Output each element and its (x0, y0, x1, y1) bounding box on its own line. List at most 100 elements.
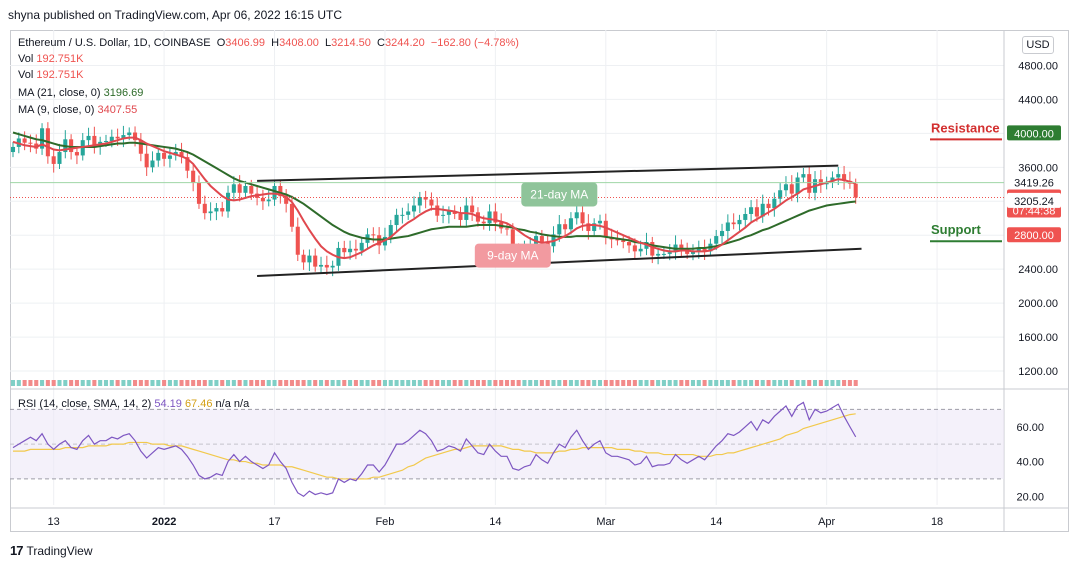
volume-bar (592, 380, 597, 386)
vol-legend-1: Vol 192.751K (18, 52, 83, 66)
volume-bar (789, 380, 794, 386)
volume-bar (324, 380, 329, 386)
volume-bar (336, 380, 341, 386)
low-value: 3214.50 (331, 37, 371, 49)
candle-body (243, 185, 248, 193)
open-label: O (216, 37, 226, 49)
candle-body (196, 182, 202, 204)
candle-body (330, 265, 335, 268)
candle-body (580, 212, 585, 224)
price-tick-label: 2000.00 (1018, 298, 1058, 310)
candle-body (807, 174, 812, 193)
candle-body (417, 197, 422, 206)
candle-body (435, 205, 440, 216)
time-tick-label: Mar (596, 516, 615, 528)
candle-body (115, 136, 120, 139)
volume-bar (725, 380, 730, 386)
candle-body (348, 248, 353, 253)
price-axis-badge (1007, 227, 1061, 243)
rsi-sma-value: 67.46 (184, 398, 213, 410)
volume-bar (231, 380, 236, 386)
volume-bar (690, 380, 696, 386)
candle-body (638, 248, 643, 252)
candle-body (191, 170, 196, 183)
volume-bar (260, 380, 265, 386)
currency-button[interactable]: USD (1022, 36, 1054, 54)
footer-brand[interactable]: 17 TradingView (10, 543, 93, 558)
volume-bar (156, 380, 161, 386)
candle-body (720, 230, 725, 237)
price-axis-badge (1007, 174, 1061, 190)
volume-bar (615, 380, 620, 386)
candle-body (493, 211, 498, 223)
volume-bar (661, 380, 666, 386)
candle-body (766, 203, 771, 209)
volume-bar (371, 380, 376, 386)
volume-bar (574, 380, 579, 386)
price-axis-badge-label: 2800.00 (1014, 230, 1054, 242)
candle-body (324, 264, 329, 268)
candle-body (202, 203, 207, 214)
candle-body (563, 224, 568, 230)
volume-bar (528, 380, 533, 386)
change-value: −162.80 (−4.78%) (430, 37, 519, 49)
volume-bar (417, 380, 422, 386)
candle-body (103, 141, 109, 143)
candle-body (731, 222, 736, 225)
candle-body (92, 135, 97, 147)
candle-body (74, 152, 79, 156)
volume-bar (365, 380, 370, 386)
volume-bar (98, 380, 103, 386)
volume-bar (673, 380, 678, 386)
volume-bar (557, 380, 562, 386)
volume-bar (167, 380, 172, 386)
volume-bar (737, 380, 742, 386)
volume-bar (539, 380, 544, 386)
candle-body (772, 198, 777, 209)
candle-body (86, 135, 91, 141)
volume-bar (499, 380, 504, 386)
candle-body (690, 251, 696, 254)
volume-bar (766, 380, 771, 386)
volume-bar (754, 380, 759, 386)
volume-bar (220, 380, 225, 386)
volume-bar (330, 380, 335, 386)
candle-body (109, 136, 114, 142)
candle-body (162, 152, 167, 159)
candle-body (69, 139, 74, 153)
volume-bar (342, 380, 347, 386)
volume-bar (138, 380, 143, 386)
level-label: Resistance (931, 120, 1000, 135)
ma-annotation-box (521, 182, 598, 207)
volume-bar (144, 380, 149, 386)
volume-bar (196, 380, 202, 386)
volume-bar (470, 380, 475, 386)
candle-body (226, 192, 231, 212)
candle-body (458, 214, 463, 220)
candle-body (28, 142, 33, 144)
price-tick-label: 2400.00 (1018, 264, 1058, 276)
vol-legend-2: Vol 192.751K (18, 68, 83, 82)
volume-bar (446, 380, 451, 386)
candle-body (249, 185, 254, 194)
candle-body (621, 240, 626, 243)
time-tick-label: 18 (931, 516, 943, 528)
volume-bar (115, 380, 120, 386)
ma21-legend: MA (21, close, 0) 3196.69 (18, 86, 143, 100)
candle-body (295, 226, 300, 255)
rsi-tick-label: 60.00 (1016, 422, 1044, 434)
candle-body (359, 242, 364, 251)
rsi-tick-label: 40.00 (1016, 457, 1044, 469)
candle-body (179, 152, 184, 158)
volume-bar (545, 380, 550, 386)
candle-body (313, 255, 318, 267)
level-label: Support (931, 222, 981, 237)
volume-bar (289, 380, 294, 386)
candle-body (371, 234, 376, 236)
volume-bar (580, 380, 585, 386)
candle-body (260, 197, 265, 202)
upper-channel-trendline (257, 164, 839, 182)
candle-body (22, 138, 27, 143)
volume-bar (696, 380, 701, 386)
